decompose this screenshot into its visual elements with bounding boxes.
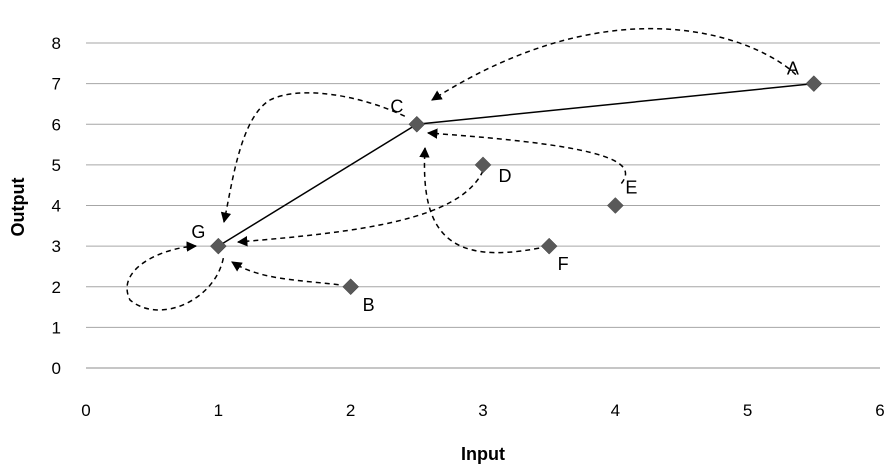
x-tick-label: 1 [214, 401, 223, 420]
arrow-A-C [431, 27, 797, 101]
x-tick-label: 4 [611, 401, 620, 420]
x-tick-label: 0 [81, 401, 90, 420]
data-points [209, 75, 823, 296]
point-B [342, 278, 360, 296]
point-D [474, 156, 492, 174]
arrow-G-G [126, 241, 225, 311]
x-tick-label: 6 [875, 401, 884, 420]
y-tick-labels: 0 1 2 3 4 5 6 7 8 [52, 34, 61, 378]
point-label-A: A [787, 59, 799, 79]
y-tick-label: 8 [52, 34, 61, 53]
point-C [408, 115, 426, 133]
y-tick-label: 2 [52, 278, 61, 297]
point-E [606, 197, 624, 214]
point-label-C: C [390, 96, 403, 116]
y-tick-label: 6 [52, 115, 61, 134]
arrow-C-G [220, 92, 406, 224]
y-tick-label: 7 [52, 75, 61, 94]
y-tick-label: 5 [52, 156, 61, 175]
arrow-F-C [419, 146, 540, 254]
point-label-B: B [363, 295, 375, 315]
x-axis-title: Input [461, 444, 505, 464]
y-tick-label: 4 [52, 197, 61, 216]
point-label-D: D [499, 166, 512, 186]
point-label-E: E [625, 178, 637, 198]
y-tick-label: 1 [52, 318, 61, 337]
arrow-E-C [426, 128, 627, 184]
y-tick-label: 0 [52, 359, 61, 378]
arrow-curves [126, 27, 797, 311]
grid [86, 42, 880, 369]
arrow-B-G [231, 261, 339, 286]
point-F [540, 237, 558, 255]
point-labels: A B C D E F G [191, 59, 799, 315]
point-A [805, 75, 823, 92]
arrow-D-G [236, 170, 484, 247]
point-G [209, 237, 227, 255]
x-tick-label: 5 [743, 401, 752, 420]
x-tick-label: 2 [346, 401, 355, 420]
x-tick-labels: 0 1 2 3 4 5 6 [81, 401, 884, 420]
point-label-F: F [558, 254, 569, 274]
y-tick-label: 3 [52, 237, 61, 256]
point-label-G: G [191, 222, 205, 242]
x-tick-label: 3 [478, 401, 487, 420]
y-axis-title: Output [8, 178, 28, 237]
